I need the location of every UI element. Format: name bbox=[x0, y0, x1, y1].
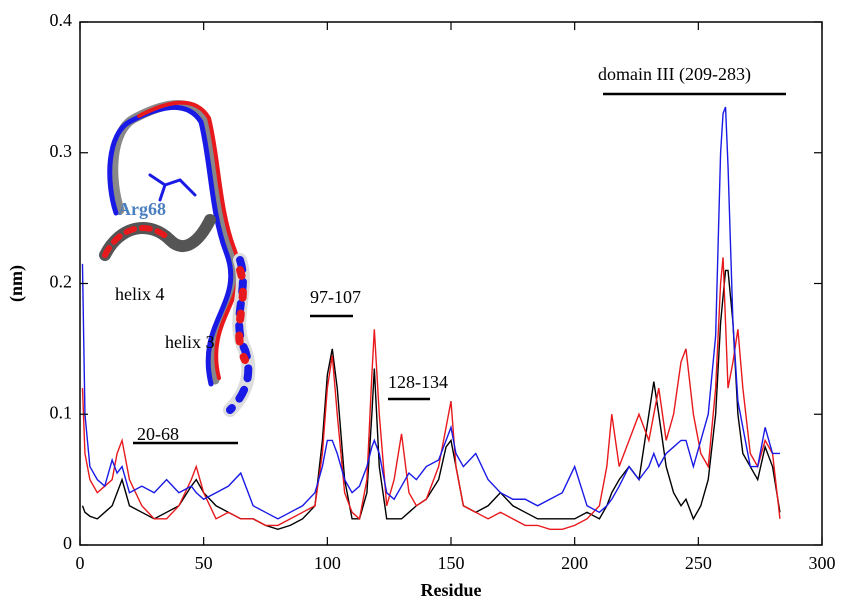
ribbon-red bbox=[137, 100, 241, 380]
protein-inset bbox=[99, 100, 256, 417]
series-line bbox=[81, 106, 780, 520]
annotation: helix 3 bbox=[165, 332, 215, 352]
helix3-blue bbox=[226, 256, 253, 414]
y-tick-label: 0 bbox=[63, 533, 72, 553]
annotation: Arg68 bbox=[118, 199, 166, 219]
y-tick-label: 0.4 bbox=[50, 10, 73, 30]
arg-sidechain bbox=[148, 173, 197, 202]
annotation: helix 4 bbox=[115, 284, 165, 304]
annotation: 128-134 bbox=[388, 372, 448, 392]
x-tick-label: 100 bbox=[314, 553, 341, 573]
x-tick-label: 150 bbox=[438, 553, 465, 573]
helix3-red bbox=[235, 266, 249, 364]
x-tick-label: 50 bbox=[195, 553, 213, 573]
y-tick-label: 0.3 bbox=[50, 141, 73, 161]
annotation: 97-107 bbox=[310, 287, 361, 307]
x-tick-label: 250 bbox=[685, 553, 712, 573]
ribbon-blue bbox=[107, 105, 234, 387]
y-axis-label: (nm) bbox=[6, 265, 27, 302]
x-tick-label: 300 bbox=[809, 553, 836, 573]
helix4-red bbox=[102, 225, 173, 258]
series-line bbox=[81, 269, 781, 531]
x-tick-label: 200 bbox=[561, 553, 588, 573]
y-tick-label: 0.1 bbox=[50, 402, 73, 422]
x-tick-label: 0 bbox=[76, 553, 85, 573]
annotation: domain III (209-283) bbox=[598, 64, 751, 85]
annotation: 20-68 bbox=[137, 424, 179, 444]
y-tick-label: 0.2 bbox=[50, 272, 73, 292]
plot-frame bbox=[79, 21, 823, 546]
x-axis-label: Residue bbox=[420, 580, 481, 600]
